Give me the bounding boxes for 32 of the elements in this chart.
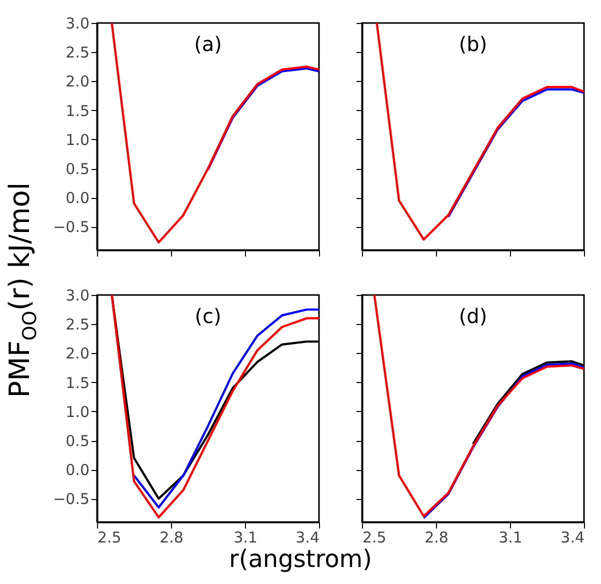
annotation: (c) (194, 304, 222, 328)
y-tick-label: −0.5 (53, 218, 90, 236)
x-tick-label: 2.8 (160, 528, 184, 546)
y-tick-label: 2.0 (66, 72, 90, 91)
annotation: (d) (458, 304, 488, 328)
y-tick-label: 2.0 (66, 344, 90, 363)
y-tick-label: 0.5 (66, 160, 90, 178)
x-axis-title: r(angstrom) (228, 545, 374, 573)
y-tick-label: 2.5 (66, 316, 90, 334)
x-tick-label: 2.5 (362, 528, 386, 546)
y-tick-label: 1.0 (66, 130, 90, 149)
x-tick-label: 3.4 (560, 528, 584, 546)
y-tick-label: 1.0 (66, 402, 90, 421)
y-tick-label: 1.5 (66, 374, 90, 392)
x-tick-label: 3.4 (296, 528, 320, 546)
y-tick-label: 0.0 (66, 461, 90, 480)
y-tick-label: 3.0 (66, 14, 90, 32)
x-tick-label: 3.1 (234, 528, 258, 546)
line-series (206, 67, 319, 171)
y-tick-label: 0.0 (66, 189, 90, 208)
y-tick-label: 3.0 (66, 286, 90, 304)
x-tick-label: 2.5 (98, 528, 122, 546)
line-series (132, 308, 319, 509)
y-tick-label: 2.5 (66, 44, 90, 62)
annotation: (a) (194, 32, 222, 56)
x-tick-label: 3.1 (498, 528, 522, 546)
x-tick-label: 2.8 (424, 528, 448, 546)
line-series (110, 23, 319, 244)
annotation: (b) (458, 32, 488, 56)
y-tick-label: 0.5 (66, 432, 90, 450)
y-tick-label: 1.5 (66, 102, 90, 120)
y-tick-label: −0.5 (53, 490, 90, 508)
